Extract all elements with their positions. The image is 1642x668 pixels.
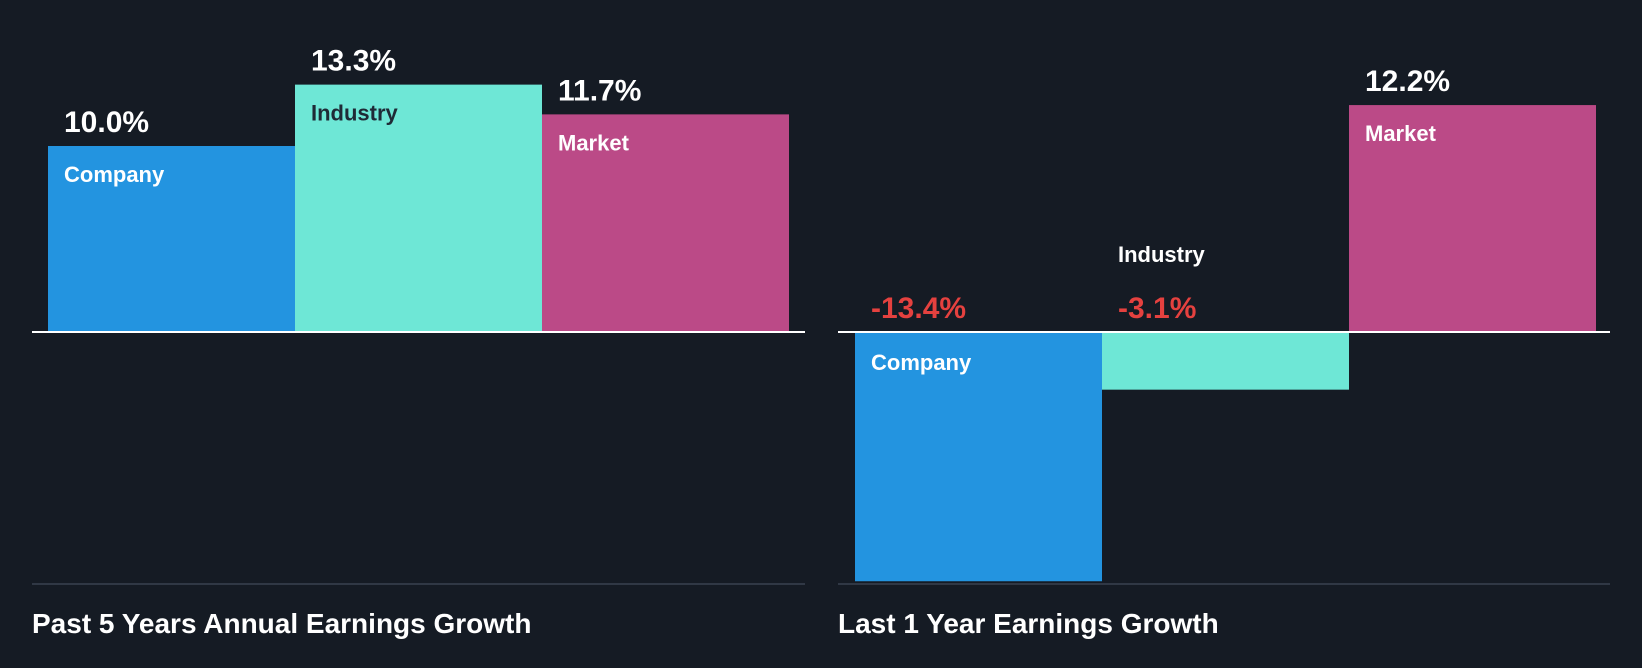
value-label: -3.1%	[1118, 292, 1196, 325]
category-label: Market	[558, 130, 630, 155]
bar-company	[855, 332, 1102, 582]
chart-title-last-1-year: Last 1 Year Earnings Growth	[838, 608, 1219, 639]
value-label: 13.3%	[311, 45, 396, 78]
bar-market	[1349, 105, 1596, 332]
value-label: -13.4%	[871, 292, 966, 325]
value-label: 11.7%	[558, 74, 641, 107]
chart-title-past-5-years: Past 5 Years Annual Earnings Growth	[32, 608, 532, 639]
bar-industry	[295, 84, 542, 333]
value-label: 12.2%	[1365, 65, 1450, 98]
category-label: Industry	[311, 101, 399, 126]
category-label: Company	[64, 162, 165, 187]
bar-market	[542, 114, 789, 332]
category-label: Company	[871, 350, 972, 375]
category-label: Market	[1365, 121, 1437, 146]
value-label: 10.0%	[64, 106, 149, 139]
category-label: Industry	[1118, 242, 1206, 267]
bar-company	[48, 146, 295, 332]
bar-industry	[1102, 332, 1349, 390]
